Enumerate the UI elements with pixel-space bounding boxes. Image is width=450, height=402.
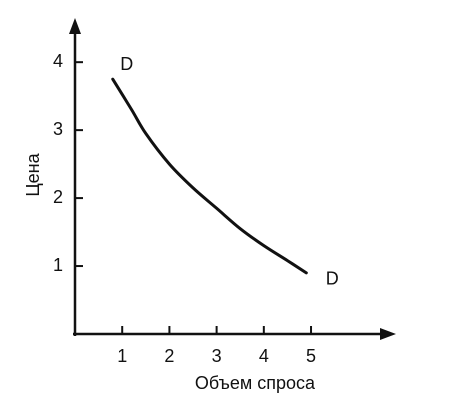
y-tick-label: 4 <box>53 51 63 71</box>
x-tick-label: 1 <box>117 346 127 366</box>
y-tick-label: 2 <box>53 187 63 207</box>
y-axis-arrow <box>69 18 81 34</box>
x-tick-label: 3 <box>212 346 222 366</box>
x-tick-label: 2 <box>164 346 174 366</box>
y-tick-label: 3 <box>53 119 63 139</box>
x-tick-label: 5 <box>306 346 316 366</box>
y-axis-label: Цена <box>23 152 43 196</box>
curve-label: D <box>326 269 339 289</box>
y-tick-label: 1 <box>53 255 63 275</box>
x-axis-arrow <box>380 328 396 340</box>
demand-curve <box>111 77 308 275</box>
curve-label: D <box>120 54 133 74</box>
x-tick-label: 4 <box>259 346 269 366</box>
x-axis-label: Объем спроса <box>195 373 316 393</box>
